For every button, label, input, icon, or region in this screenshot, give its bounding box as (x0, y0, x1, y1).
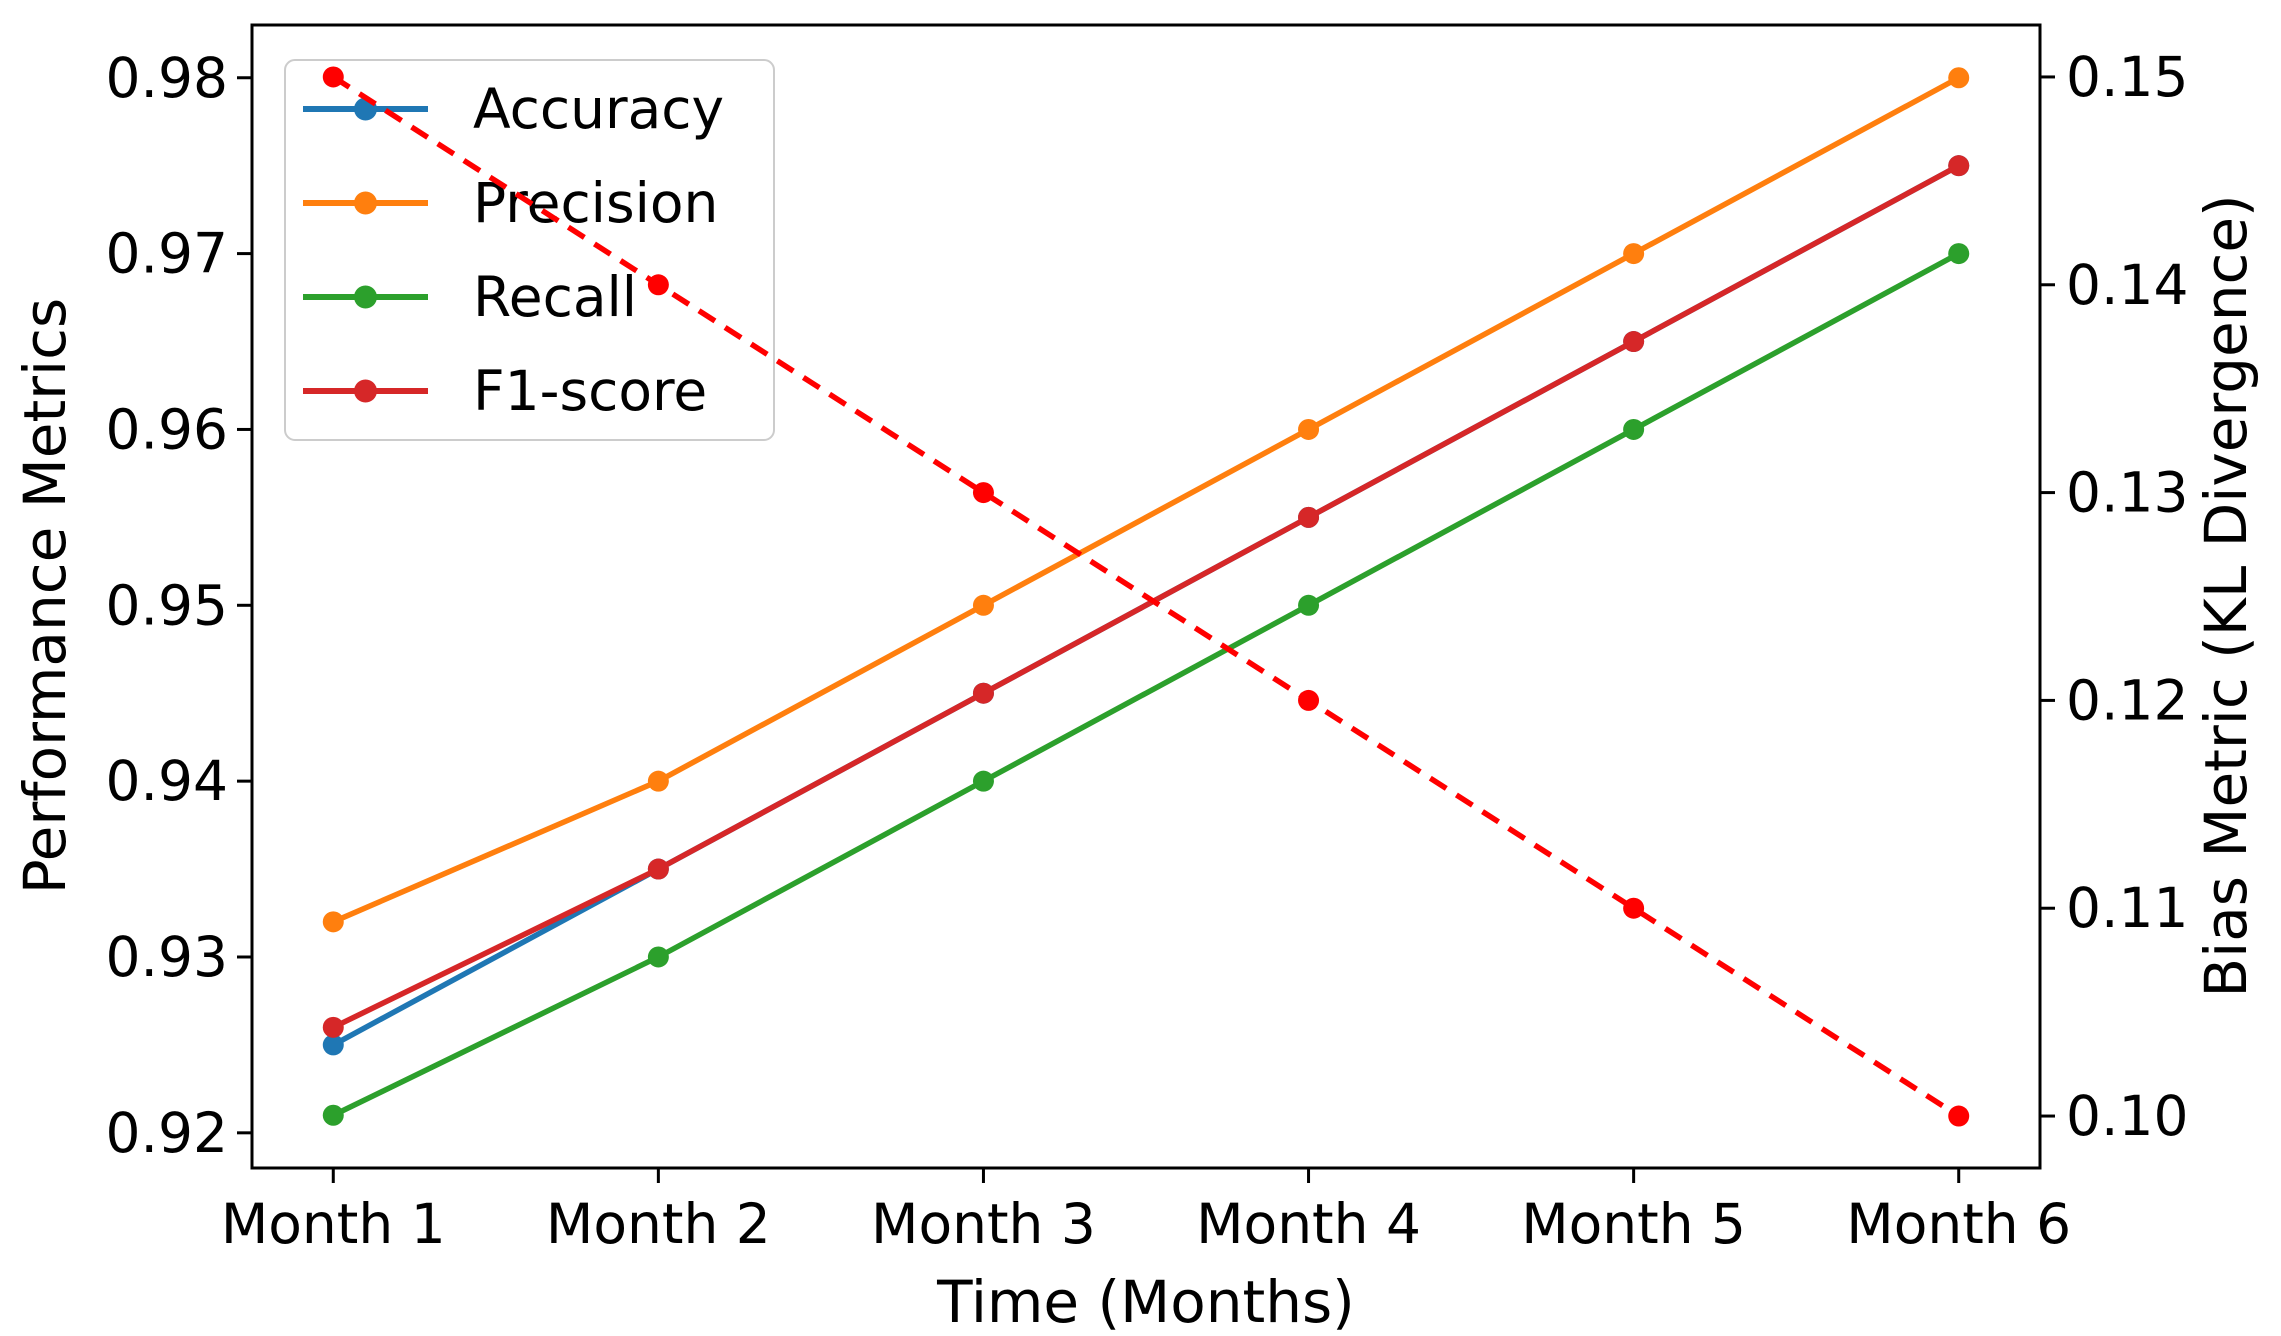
right-tick-label-0.12: 0.12 (2066, 668, 2188, 732)
legend-label-accuracy: Accuracy (473, 77, 724, 141)
x-tick-label-month-1: Month 1 (221, 1192, 446, 1256)
right-tick-label-0.15: 0.15 (2066, 45, 2188, 109)
f1-score-point-month-5 (1623, 331, 1645, 353)
left-tick-label-0.96: 0.96 (106, 397, 228, 461)
legend-box (284, 59, 775, 441)
precision-point-month-1 (322, 911, 344, 933)
legend-label-precision: Precision (473, 171, 718, 235)
legend-marker-f1-score (354, 379, 377, 403)
right-tick-label-0.14: 0.14 (2066, 253, 2188, 317)
bias-metric-kl-divergence-point-month-6 (1948, 1105, 1970, 1127)
bias-metric-kl-divergence-point-month-3 (972, 482, 994, 504)
precision-point-month-6 (1948, 67, 1970, 89)
x-tick-label-month-3: Month 3 (871, 1192, 1096, 1256)
precision-point-month-2 (647, 770, 669, 792)
recall-point-month-5 (1623, 418, 1645, 440)
right-tick-label-0.11: 0.11 (2066, 876, 2188, 940)
recall-point-month-4 (1298, 594, 1320, 616)
right-tick-label-0.13: 0.13 (2066, 461, 2188, 525)
bias-metric-kl-divergence-line (331, 74, 1961, 1119)
right-tick-label-0.10: 0.10 (2066, 1084, 2188, 1148)
bias-metric-kl-divergence-point-month-5 (1623, 897, 1645, 919)
left-axis-title: Performance Metrics (11, 297, 79, 895)
right-axis-title: Bias Metric (KL Divergence) (2192, 194, 2260, 998)
bias-metric-kl-divergence-point-month-1 (322, 66, 344, 88)
legend-label-recall: Recall (473, 265, 637, 329)
left-tick-label-0.92: 0.92 (106, 1101, 228, 1165)
precision-point-month-4 (1298, 418, 1320, 440)
x-tick-label-month-4: Month 4 (1196, 1192, 1421, 1256)
recall-point-month-3 (972, 770, 994, 792)
precision-line (332, 75, 1961, 925)
f1-score-point-month-6 (1948, 155, 1970, 177)
x-tick-label-month-5: Month 5 (1521, 1192, 1746, 1256)
legend-label-f1-score: F1-score (473, 359, 707, 423)
recall-line (332, 251, 1961, 1118)
f1-score-point-month-1 (322, 1016, 344, 1038)
recall-point-month-1 (322, 1104, 344, 1126)
x-tick-label-month-2: Month 2 (546, 1192, 771, 1256)
f1-score-point-month-3 (972, 682, 994, 704)
left-tick-label-0.94: 0.94 (106, 749, 228, 813)
f1-score-point-month-4 (1298, 506, 1320, 528)
recall-point-month-2 (647, 946, 669, 968)
axes-frame (250, 23, 2042, 1170)
x-axis-title: Time (Months) (937, 1268, 1355, 1336)
x-tick-label-month-6: Month 6 (1846, 1192, 2071, 1256)
legend-marker-recall (354, 285, 377, 309)
left-tick-label-0.95: 0.95 (106, 573, 228, 637)
recall-point-month-6 (1948, 243, 1970, 265)
left-tick-label-0.97: 0.97 (106, 222, 228, 286)
f1-score-line (332, 163, 1961, 1030)
left-tick-label-0.98: 0.98 (106, 46, 228, 110)
bias-metric-kl-divergence-point-month-2 (647, 274, 669, 296)
bias-metric-kl-divergence-point-month-4 (1298, 689, 1320, 711)
legend-marker-precision (354, 191, 377, 215)
accuracy-point-month-1 (322, 1034, 344, 1056)
precision-point-month-5 (1623, 243, 1645, 265)
f1-score-point-month-2 (647, 858, 669, 880)
left-tick-label-0.93: 0.93 (106, 925, 228, 989)
precision-point-month-3 (972, 594, 994, 616)
